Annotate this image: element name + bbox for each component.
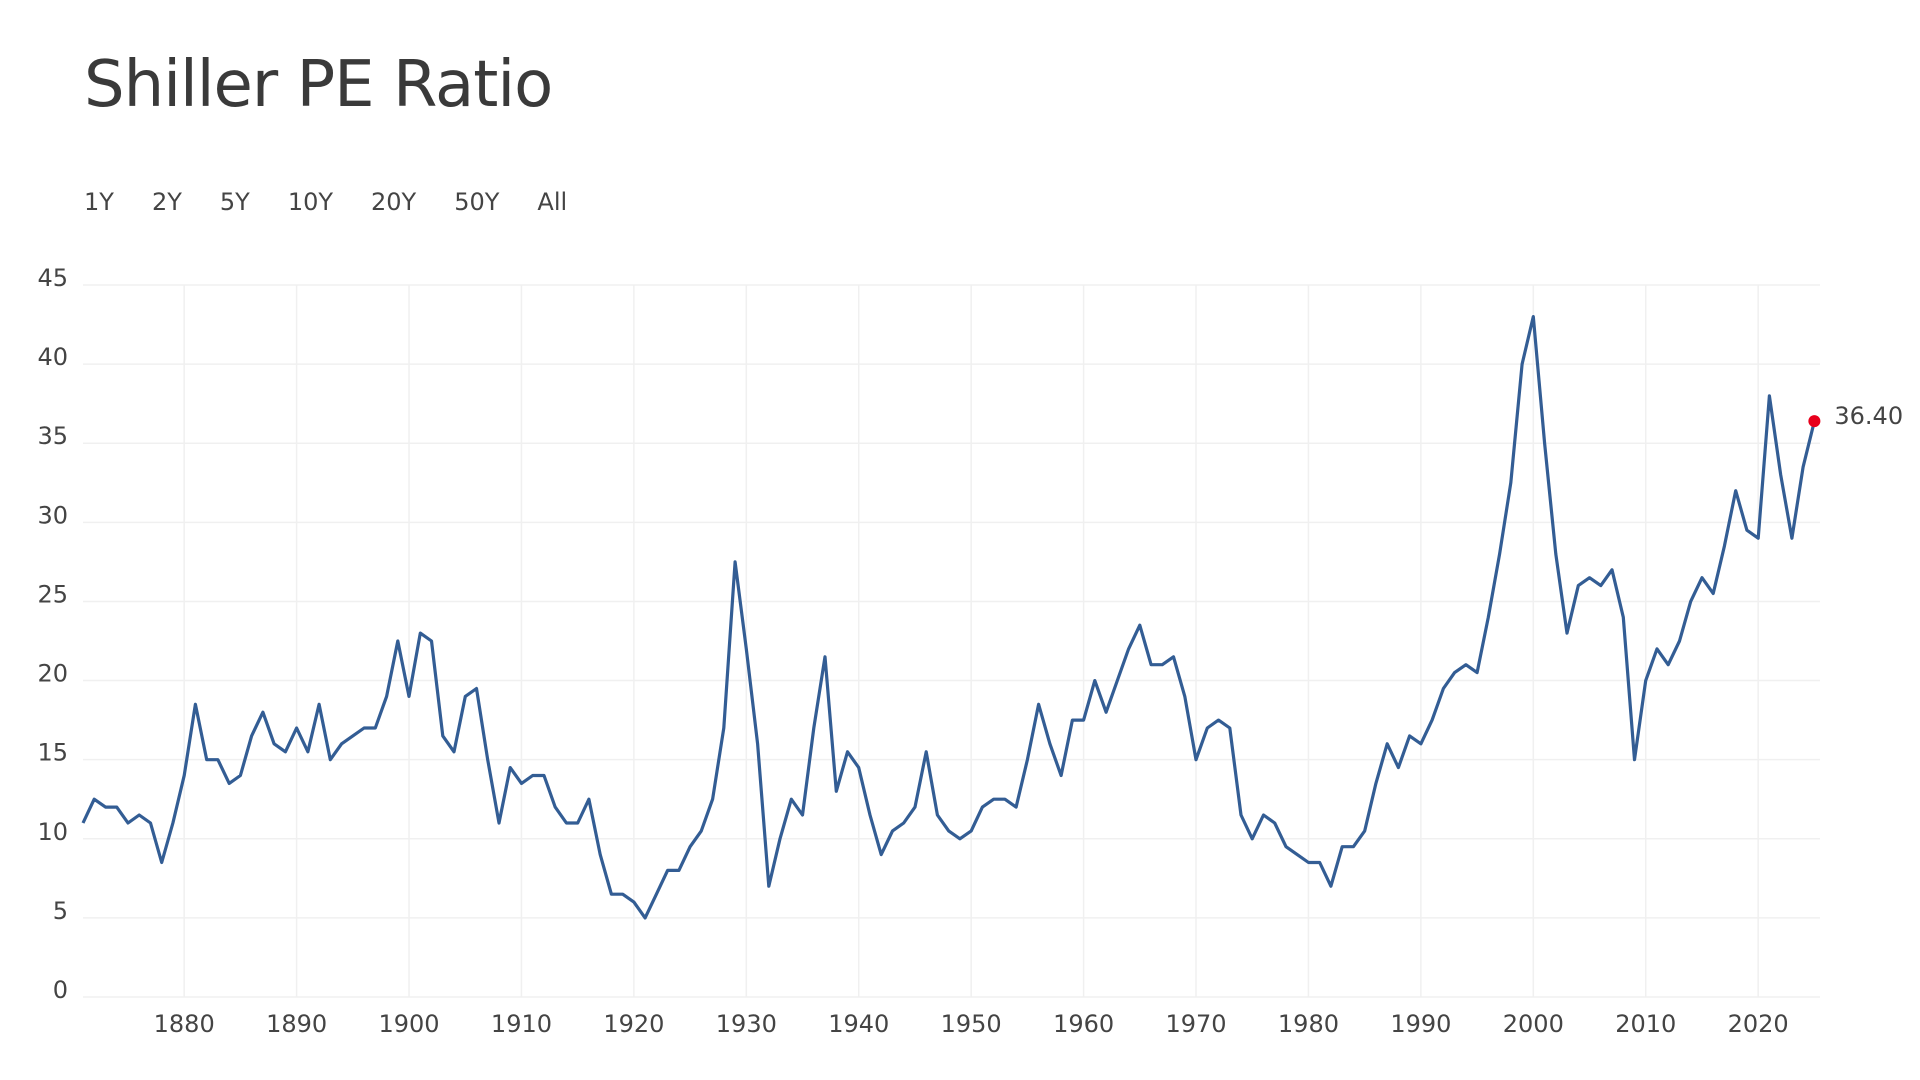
y-tick-label: 30 xyxy=(37,501,68,529)
x-tick-label: 1980 xyxy=(1278,1010,1339,1038)
chart-title: Shiller PE Ratio xyxy=(84,48,553,122)
y-tick-label: 45 xyxy=(37,264,68,292)
x-tick-label: 1970 xyxy=(1165,1010,1226,1038)
x-tick-label: 1880 xyxy=(154,1010,215,1038)
x-tick-label: 1950 xyxy=(941,1010,1002,1038)
series-line xyxy=(81,315,1816,920)
range-button[interactable]: 1Y xyxy=(84,188,114,216)
range-buttons: 1Y 2Y 5Y 10Y 20Y 50Y All xyxy=(84,188,605,216)
y-tick-label: 40 xyxy=(37,343,68,371)
x-tick-label: 2000 xyxy=(1503,1010,1564,1038)
x-tick-label: 1960 xyxy=(1053,1010,1114,1038)
x-tick-label: 2010 xyxy=(1615,1010,1676,1038)
range-button[interactable]: 5Y xyxy=(219,188,250,216)
last-point xyxy=(1808,415,1821,428)
x-tick-label: 1990 xyxy=(1390,1010,1451,1038)
x-tick-label: 1900 xyxy=(378,1010,439,1038)
y-tick-label: 20 xyxy=(37,660,68,688)
last-value-label: 36.40 xyxy=(1834,402,1903,430)
y-tick-label: 15 xyxy=(37,739,68,767)
y-tick-label: 0 xyxy=(53,976,68,1004)
y-tick-label: 35 xyxy=(37,422,68,450)
range-button[interactable]: 10Y xyxy=(287,188,334,216)
x-tick-label: 1920 xyxy=(603,1010,664,1038)
range-button[interactable]: 50Y xyxy=(454,188,500,216)
y-tick-label: 10 xyxy=(37,818,68,846)
y-tick-label: 25 xyxy=(37,580,68,608)
x-tick-label: 1910 xyxy=(491,1010,552,1038)
x-tick-label: 1930 xyxy=(716,1010,777,1038)
x-tick-label: 1940 xyxy=(828,1010,889,1038)
range-button[interactable]: 20Y xyxy=(371,188,417,216)
x-tick-label: 1890 xyxy=(266,1010,327,1038)
range-button[interactable]: 2Y xyxy=(151,188,182,216)
y-tick-label: 5 xyxy=(53,897,68,925)
range-button[interactable]: All xyxy=(537,188,568,216)
x-tick-label: 2020 xyxy=(1728,1010,1789,1038)
